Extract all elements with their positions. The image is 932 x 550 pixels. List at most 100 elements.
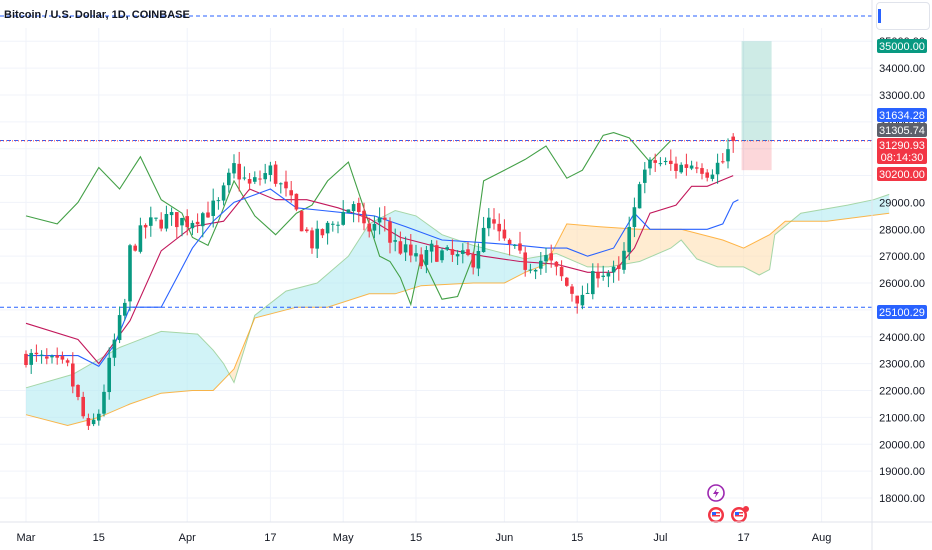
candle-up [325, 222, 330, 234]
candle-down [450, 249, 455, 255]
cloud-bullish [26, 331, 229, 426]
candle-down [206, 212, 210, 218]
price-tick-label: 20000.00 [879, 439, 925, 451]
candle-up [97, 413, 101, 421]
price-tick-label: 22000.00 [879, 386, 925, 398]
candle-up [107, 357, 111, 393]
candle-up [643, 169, 647, 183]
candle-down [294, 193, 299, 210]
candle-down [669, 160, 673, 165]
candle-up [149, 217, 153, 226]
candle-up [445, 247, 449, 250]
candle-up [440, 250, 444, 261]
price-tick-label: 29000.00 [879, 197, 925, 209]
event-markers[interactable] [707, 484, 749, 523]
candle-down [409, 244, 413, 256]
candle-up [539, 260, 543, 269]
price-tick-label: 23000.00 [879, 359, 925, 371]
candle-up [632, 207, 637, 228]
candle-up [336, 224, 340, 226]
candle-down [86, 418, 91, 426]
price-tick-label: 18000.00 [879, 493, 925, 505]
candle-up [544, 255, 548, 262]
candle-up [211, 200, 215, 216]
candle-up [476, 251, 481, 269]
candle-up [533, 269, 538, 272]
candle-up [190, 222, 195, 229]
candle-up [622, 250, 626, 270]
toolbar-widget[interactable] [876, 2, 930, 30]
candle-down [492, 219, 496, 224]
candle-down [357, 202, 361, 212]
candle-up [481, 227, 486, 253]
candle-down [549, 253, 553, 261]
last-price-badge: 31290.93 08:14:30 [877, 138, 927, 164]
price-tick-label: 27000.00 [879, 251, 925, 263]
candle-down [523, 252, 527, 270]
candle-up [372, 224, 377, 231]
candle-down [258, 178, 262, 180]
us-flag-icon[interactable] [708, 507, 724, 523]
candle-down [466, 249, 470, 256]
svg-text:08:14:30: 08:14:30 [881, 152, 924, 164]
candle-up [232, 163, 236, 174]
candle-up [341, 212, 345, 225]
us-flag-icon-multiple[interactable] [731, 506, 749, 523]
svg-text:31634.28: 31634.28 [879, 110, 925, 122]
candle-down [289, 190, 293, 196]
candle-up [279, 183, 283, 185]
candle-down [705, 172, 709, 178]
price-tick-label: 26000.00 [879, 278, 925, 290]
support-price-badge: 25100.29 [877, 305, 927, 319]
lightning-icon[interactable] [707, 484, 725, 502]
candle-up [138, 225, 143, 252]
candle-down [570, 286, 574, 294]
candle-up [201, 213, 205, 227]
candle-up [414, 253, 418, 257]
candle-down [565, 277, 569, 286]
svg-text:30200.00: 30200.00 [879, 169, 925, 181]
candle-up [487, 217, 491, 229]
candle-down [60, 356, 65, 360]
price-axis[interactable]: 18000.00 19000.00 20000.00 21000.00 22000.00… [871, 0, 925, 550]
candle-up [424, 250, 429, 265]
candle-down [554, 261, 559, 267]
stop-price-badge: 30200.00 [877, 167, 927, 181]
candle-down [362, 210, 366, 224]
candle-down [471, 254, 475, 268]
candle-down [185, 216, 189, 228]
candle-up [29, 352, 33, 365]
candle-up [91, 419, 96, 425]
candle-up [627, 226, 631, 253]
candle-down [559, 266, 564, 277]
time-tick-label: Apr [179, 532, 196, 544]
resistance-price-badge: 31634.28 [877, 108, 927, 122]
candle-down [367, 223, 371, 232]
candle-up [606, 273, 611, 277]
long-position-tool[interactable] [741, 41, 772, 171]
candle-up [637, 184, 642, 209]
candle-up [102, 391, 106, 414]
candle-up [315, 228, 319, 249]
candle-up [123, 302, 127, 316]
candle-down [502, 229, 507, 239]
candle-down [65, 360, 70, 363]
candle-down [435, 245, 439, 262]
candle-up [227, 172, 231, 186]
candle-up [39, 354, 44, 356]
candle-down [388, 221, 392, 243]
candle-up [455, 254, 460, 257]
chart-title: Bitcoin / U.S. Dollar, 1D, COINBASE [4, 9, 190, 21]
candle-down [507, 239, 512, 244]
candle-down [653, 160, 657, 163]
time-tick-label: 15 [571, 532, 583, 544]
time-axis[interactable]: Mar 15 Apr 17 May 15 Jun 15 Jul 17 Aug [0, 521, 932, 544]
candle-up [180, 217, 184, 226]
candle-up [393, 240, 397, 242]
candle-down [81, 396, 85, 417]
candle-up [710, 174, 715, 179]
candle-up [346, 209, 351, 213]
candle-down [159, 219, 163, 229]
candle-up [601, 275, 605, 277]
